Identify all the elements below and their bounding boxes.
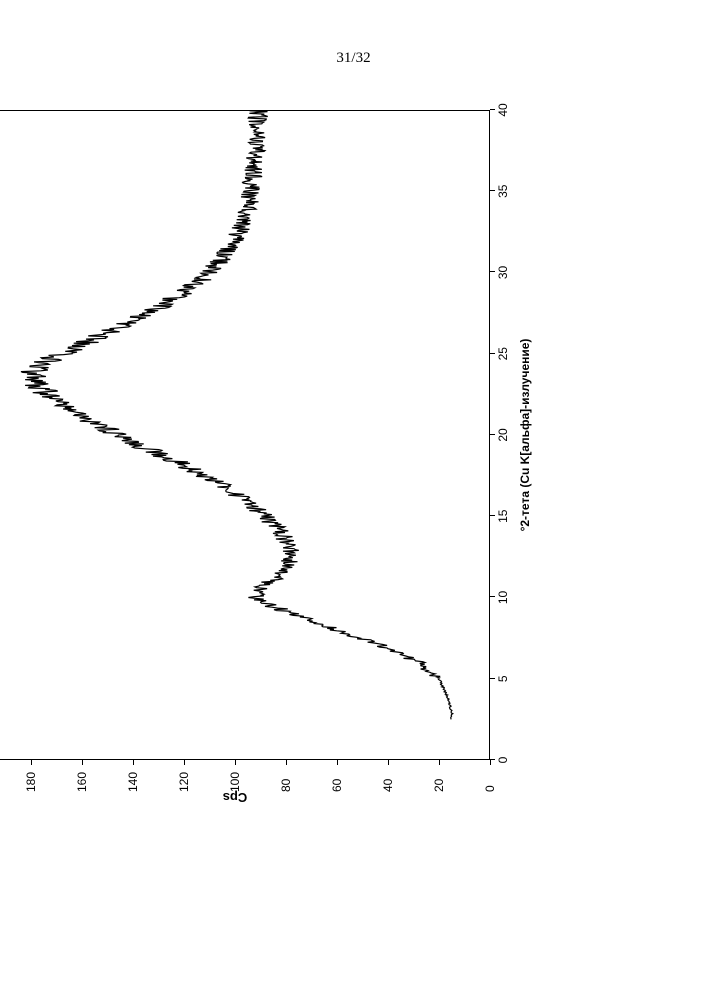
x-tick-label: 15 [496, 510, 510, 523]
y-tick-label: 140 [126, 772, 140, 792]
y-tick-mark [439, 760, 440, 765]
x-tick-mark [490, 353, 495, 354]
y-tick-label: 20 [432, 779, 446, 792]
x-tick-label: 25 [496, 347, 510, 360]
x-tick-mark [490, 515, 495, 516]
x-axis-label: °2-тета (Cu K[альфа]-излучение) [518, 339, 532, 532]
y-tick-label: 120 [177, 772, 191, 792]
figure-container: Фиг. 31 Cps °2-тета (Cu K[альфа]-излучен… [0, 250, 707, 830]
x-tick-mark [490, 190, 495, 191]
y-tick-label: 180 [24, 772, 38, 792]
x-tick-mark [490, 678, 495, 679]
page-number: 31/32 [336, 50, 370, 67]
y-tick-mark [388, 760, 389, 765]
y-tick-mark [82, 760, 83, 765]
y-tick-label: 100 [228, 772, 242, 792]
y-tick-mark [31, 760, 32, 765]
x-tick-label: 0 [496, 757, 510, 764]
y-tick-label: 0 [483, 785, 497, 792]
plot-area: Cps °2-тета (Cu K[альфа]-излучение) 0510… [0, 110, 490, 760]
y-tick-label: 60 [330, 779, 344, 792]
x-tick-label: 20 [496, 428, 510, 441]
xrd-curve [0, 110, 490, 760]
y-tick-mark [286, 760, 287, 765]
y-tick-mark [235, 760, 236, 765]
x-tick-label: 10 [496, 591, 510, 604]
x-tick-label: 5 [496, 675, 510, 682]
x-tick-mark [490, 272, 495, 273]
x-tick-label: 35 [496, 185, 510, 198]
x-tick-mark [490, 597, 495, 598]
y-tick-label: 40 [381, 779, 395, 792]
y-tick-mark [337, 760, 338, 765]
y-tick-label: 160 [75, 772, 89, 792]
y-tick-label: 80 [279, 779, 293, 792]
y-axis-label: Cps [223, 790, 248, 805]
x-tick-label: 40 [496, 103, 510, 116]
x-tick-label: 30 [496, 266, 510, 279]
x-tick-mark [490, 434, 495, 435]
x-tick-mark [490, 109, 495, 110]
y-tick-mark [184, 760, 185, 765]
y-tick-mark [133, 760, 134, 765]
y-tick-mark [490, 760, 491, 765]
